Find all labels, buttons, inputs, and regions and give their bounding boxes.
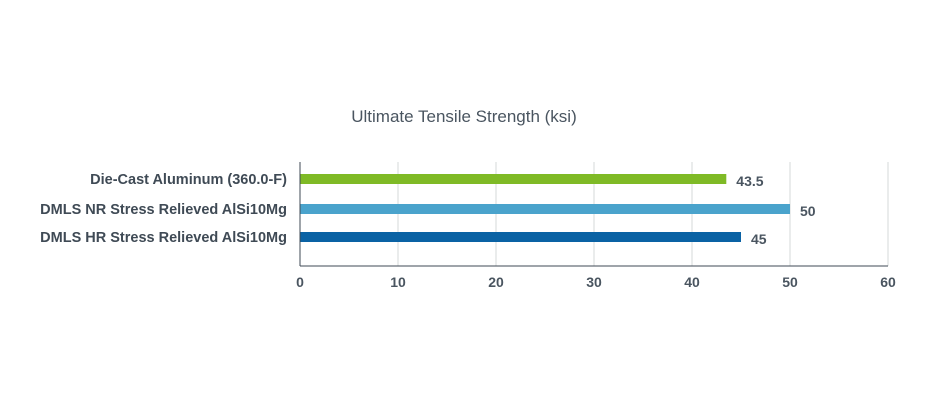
data-label-0: 43.5 (736, 173, 763, 189)
x-tick-label-1: 10 (390, 274, 406, 290)
bar-2 (300, 232, 741, 242)
x-tick-label-6: 60 (880, 274, 896, 290)
chart-title: Ultimate Tensile Strength (ksi) (351, 107, 577, 126)
bar-0 (300, 174, 727, 184)
data-label-1: 50 (800, 203, 816, 219)
bars (300, 174, 790, 242)
labels: Die-Cast Aluminum (360.0-F) 43.5 DMLS NR S… (40, 172, 896, 290)
axes (299, 162, 888, 267)
x-tick-label-0: 0 (296, 274, 304, 290)
category-label-2: DMLS HR Stress Relieved AlSi10Mg (40, 230, 287, 246)
x-tick-label-3: 30 (586, 274, 602, 290)
x-tick-label-5: 50 (782, 274, 798, 290)
x-tick-label-4: 40 (684, 274, 700, 290)
category-label-0: Die-Cast Aluminum (360.0-F) (90, 172, 287, 188)
x-tick-label-2: 20 (488, 274, 504, 290)
data-label-2: 45 (751, 231, 767, 247)
bar-1 (300, 204, 790, 214)
category-label-1: DMLS NR Stress Relieved AlSi10Mg (40, 202, 287, 218)
